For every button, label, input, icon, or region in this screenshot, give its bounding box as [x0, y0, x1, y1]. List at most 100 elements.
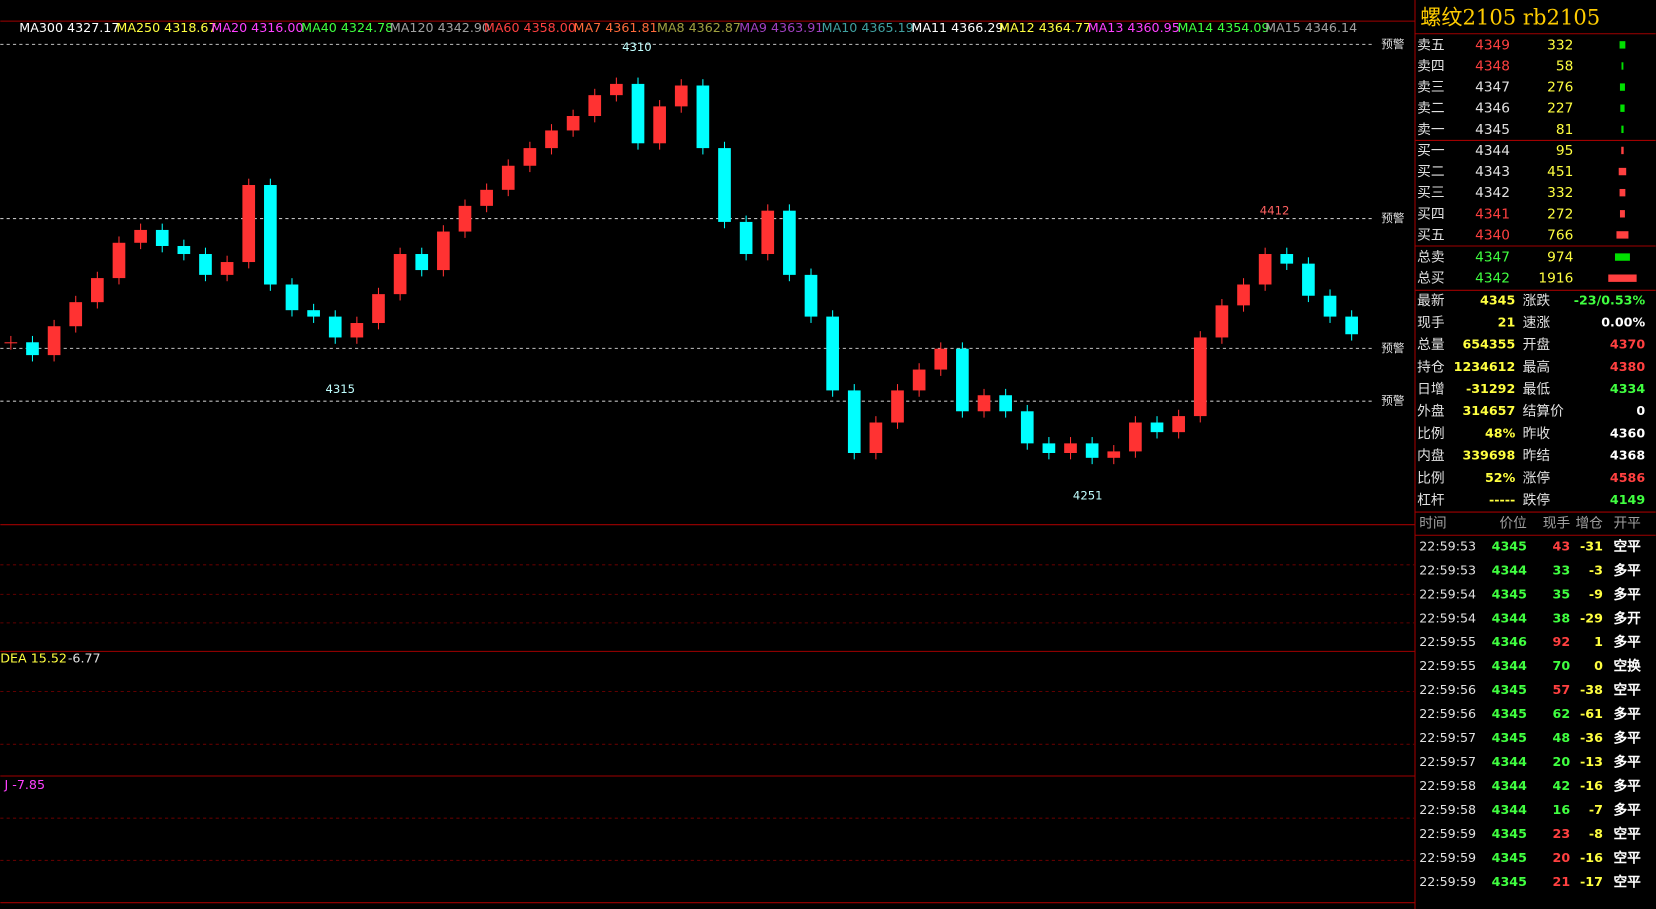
candle: [826, 316, 839, 391]
tick-cell: 22:59:54: [1419, 610, 1476, 625]
book-price: 4341: [1475, 206, 1510, 222]
candle: [739, 221, 753, 255]
candle: [501, 165, 515, 190]
candle: [566, 116, 580, 131]
stat-value: 4586: [1610, 470, 1645, 485]
book-name: 买一: [1417, 143, 1445, 159]
tick-cell: 空平: [1613, 825, 1641, 842]
candle: [1258, 254, 1272, 285]
candle: [69, 302, 83, 327]
book-bar: [1614, 253, 1630, 261]
book-vol: 227: [1547, 101, 1573, 117]
ma-label: MA9 4363.91: [739, 20, 823, 35]
book-vol: 451: [1547, 164, 1573, 180]
tick-cell: -16: [1580, 778, 1603, 793]
book-bar: [1621, 62, 1624, 70]
book-vol: 974: [1547, 250, 1573, 266]
candle: [47, 326, 61, 356]
tick-cell: 20: [1553, 850, 1571, 865]
dea-label: DEA 15.52: [0, 650, 67, 665]
candle: [1302, 263, 1315, 296]
candle: [134, 229, 147, 243]
stat-value: -31292: [1466, 381, 1515, 396]
tick-cell: 22:59:59: [1419, 850, 1476, 865]
ticks-header: 时间: [1419, 516, 1446, 532]
tick-cell: 22:59:57: [1419, 730, 1476, 745]
candle: [999, 395, 1012, 412]
stat-label: 杠杆: [1417, 492, 1445, 508]
book-vol: 276: [1547, 80, 1573, 96]
tick-cell: 4344: [1492, 610, 1527, 625]
j-label: J -7.85: [4, 777, 46, 792]
candle: [696, 85, 710, 149]
candle: [242, 185, 256, 263]
candle: [264, 185, 277, 285]
candle: [934, 348, 948, 370]
book-bar: [1618, 167, 1627, 176]
tick-cell: -16: [1580, 850, 1603, 865]
ma-label: MA300 4327.17: [19, 20, 119, 35]
candle: [1280, 254, 1294, 264]
book-price: 4340: [1475, 227, 1510, 243]
book-bar: [1619, 188, 1626, 197]
tick-cell: 4344: [1492, 658, 1527, 673]
ma-label: MA8 4362.87: [657, 20, 741, 35]
ticks-header: 开平: [1613, 516, 1641, 532]
tick-cell: 22:59:53: [1419, 562, 1476, 577]
book-name: 总买: [1417, 271, 1444, 287]
tick-cell: -7: [1589, 802, 1603, 817]
stat-value: 314657: [1462, 403, 1515, 418]
tick-cell: 22:59:59: [1419, 826, 1476, 841]
ticks-header: 增仓: [1575, 516, 1603, 532]
stat-value: 4368: [1610, 448, 1645, 463]
sub-grid: [0, 564, 1415, 861]
tick-cell: 22:59:57: [1419, 754, 1476, 769]
tick-cell: 多开: [1613, 610, 1641, 627]
candle: [869, 422, 883, 454]
stat-label: 现手: [1417, 315, 1445, 331]
tick-cell: -3: [1589, 562, 1603, 577]
candle: [653, 106, 666, 144]
candle: [220, 262, 234, 275]
stat-value: 1234612: [1454, 359, 1516, 374]
stat-value: 654355: [1462, 337, 1515, 352]
stat-value: 52%: [1485, 470, 1516, 485]
candle: [1107, 451, 1121, 458]
tick-cell: 空平: [1613, 538, 1641, 555]
candle: [610, 83, 623, 96]
book-price: 4342: [1475, 271, 1510, 287]
ma-label: MA250 4318.67: [116, 20, 216, 35]
tick-cell: 70: [1553, 658, 1571, 673]
stat-label: 昨结: [1523, 448, 1550, 464]
tick-cell: -8: [1589, 826, 1603, 841]
candle: [458, 205, 472, 232]
candle: [112, 242, 126, 279]
book-price: 4343: [1475, 164, 1510, 180]
price-label: 4310: [622, 40, 652, 54]
candle: [285, 284, 299, 311]
tick-cell: 多平: [1613, 778, 1641, 795]
stat-value: 339698: [1462, 448, 1515, 463]
stat-label: 跌停: [1523, 491, 1551, 508]
tick-cell: 空平: [1613, 682, 1641, 699]
macd-value: -6.77: [68, 650, 101, 665]
candle: [523, 148, 537, 166]
book-price: 4348: [1475, 59, 1510, 75]
tick-cell: 空平: [1613, 849, 1641, 866]
stat-label: 最低: [1523, 382, 1551, 398]
price-label: 4251: [1073, 489, 1103, 503]
candle: [631, 83, 645, 144]
candle: [480, 189, 493, 206]
candle: [1129, 422, 1142, 452]
stat-label: 日增: [1417, 382, 1444, 398]
stat-value: 4360: [1610, 425, 1645, 440]
tick-cell: 57: [1553, 682, 1571, 697]
stat-label: 涨停: [1523, 469, 1551, 486]
tick-cell: 多平: [1613, 754, 1641, 771]
ma-label: MA14 4354.09: [1177, 20, 1269, 35]
ma-label: MA60 4358.00: [484, 20, 576, 35]
stat-label: 外盘: [1417, 403, 1445, 420]
candle: [588, 95, 602, 117]
tick-cell: 4345: [1492, 682, 1527, 697]
